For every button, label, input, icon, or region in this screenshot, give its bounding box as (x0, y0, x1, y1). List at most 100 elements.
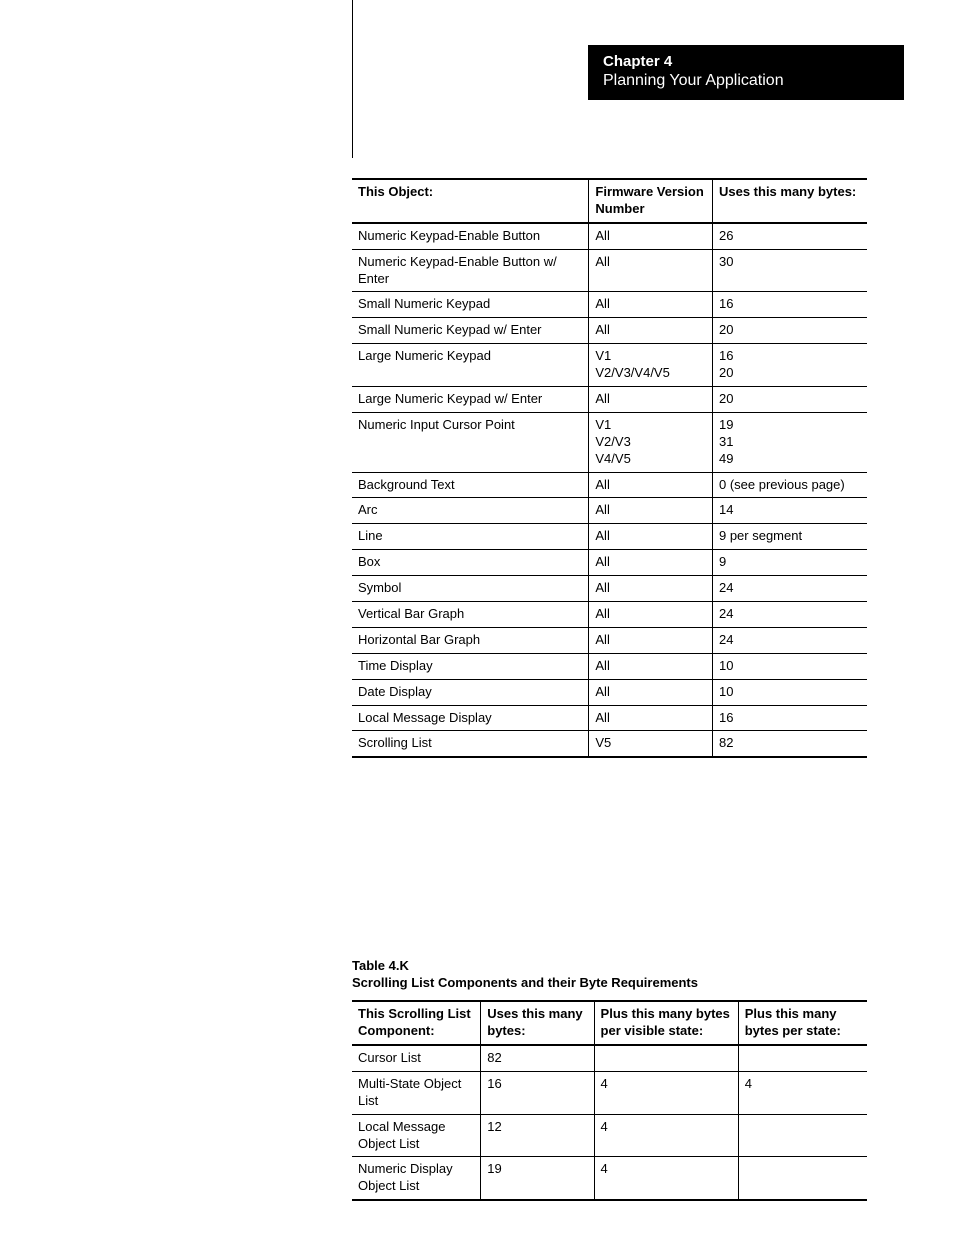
cell-firmware: All (589, 653, 713, 679)
cell-bytes: 82 (712, 731, 867, 757)
cell-component: Numeric Display Object List (352, 1157, 481, 1200)
scrolling-list-table: This Scrolling List Component: Uses this… (352, 1000, 867, 1201)
cell-per-state (738, 1114, 867, 1157)
table-header-row: This Scrolling List Component: Uses this… (352, 1001, 867, 1045)
cell-firmware: V5 (589, 731, 713, 757)
table-row: Small Numeric Keypad w/ EnterAll20 (352, 318, 867, 344)
cell-firmware: All (589, 249, 713, 292)
cell-bytes: 9 per segment (712, 524, 867, 550)
table-row: Time DisplayAll10 (352, 653, 867, 679)
cell-object: Time Display (352, 653, 589, 679)
cell-bytes: 16 (712, 705, 867, 731)
table-row: Numeric Keypad-Enable Button w/ EnterAll… (352, 249, 867, 292)
table-4k-heading: Table 4.K Scrolling List Components and … (352, 958, 867, 992)
cell-object: Large Numeric Keypad (352, 344, 589, 387)
cell-bytes: 10 (712, 679, 867, 705)
cell-bytes: 24 (712, 576, 867, 602)
cell-object: Numeric Keypad-Enable Button w/ Enter (352, 249, 589, 292)
cell-firmware: All (589, 550, 713, 576)
cell-object: Numeric Keypad-Enable Button (352, 223, 589, 249)
cell-firmware: V1V2/V3V4/V5 (589, 412, 713, 472)
table-row: SymbolAll24 (352, 576, 867, 602)
cell-component: Cursor List (352, 1045, 481, 1071)
table-4k-section: Table 4.K Scrolling List Components and … (352, 958, 867, 1201)
cell-firmware: V1V2/V3/V4/V5 (589, 344, 713, 387)
col-header-bytes: Uses this many bytes: (712, 179, 867, 223)
vertical-rule (352, 0, 353, 158)
cell-visible-state (594, 1045, 738, 1071)
table-header-row: This Object: Firmware Version Number Use… (352, 179, 867, 223)
cell-firmware: All (589, 524, 713, 550)
table-row: BoxAll9 (352, 550, 867, 576)
cell-firmware: All (589, 602, 713, 628)
cell-object: Box (352, 550, 589, 576)
cell-object: Horizontal Bar Graph (352, 627, 589, 653)
cell-bytes: 16 (481, 1071, 594, 1114)
cell-firmware: All (589, 223, 713, 249)
cell-object: Large Numeric Keypad w/ Enter (352, 387, 589, 413)
cell-bytes: 12 (481, 1114, 594, 1157)
cell-firmware: All (589, 679, 713, 705)
cell-firmware: All (589, 627, 713, 653)
chapter-number: Chapter 4 (603, 53, 904, 71)
col-header-object: This Object: (352, 179, 589, 223)
chapter-subtitle: Planning Your Application (603, 71, 904, 92)
table-row: Local Message DisplayAll16 (352, 705, 867, 731)
cell-object: Date Display (352, 679, 589, 705)
table-row: Numeric Keypad-Enable ButtonAll26 (352, 223, 867, 249)
page-content: This Object: Firmware Version Number Use… (352, 178, 867, 1201)
cell-object: Symbol (352, 576, 589, 602)
table-row: ArcAll14 (352, 498, 867, 524)
table-row: Cursor List82 (352, 1045, 867, 1071)
cell-object: Numeric Input Cursor Point (352, 412, 589, 472)
cell-bytes: 20 (712, 387, 867, 413)
cell-bytes: 26 (712, 223, 867, 249)
cell-visible-state: 4 (594, 1157, 738, 1200)
cell-bytes: 30 (712, 249, 867, 292)
cell-firmware: All (589, 387, 713, 413)
table-row: Large Numeric KeypadV1V2/V3/V4/V51620 (352, 344, 867, 387)
col-header-firmware: Firmware Version Number (589, 179, 713, 223)
cell-bytes: 9 (712, 550, 867, 576)
cell-firmware: All (589, 705, 713, 731)
cell-bytes: 1620 (712, 344, 867, 387)
cell-bytes: 0 (see previous page) (712, 472, 867, 498)
table-row: Large Numeric Keypad w/ EnterAll20 (352, 387, 867, 413)
cell-bytes: 19 (481, 1157, 594, 1200)
cell-bytes: 82 (481, 1045, 594, 1071)
cell-firmware: All (589, 318, 713, 344)
table-row: Horizontal Bar GraphAll24 (352, 627, 867, 653)
table-row: Local Message Object List124 (352, 1114, 867, 1157)
table-title: Scrolling List Components and their Byte… (352, 975, 867, 992)
cell-visible-state: 4 (594, 1071, 738, 1114)
table-row: Small Numeric KeypadAll16 (352, 292, 867, 318)
table-row: Numeric Display Object List194 (352, 1157, 867, 1200)
table-row: Numeric Input Cursor PointV1V2/V3V4/V519… (352, 412, 867, 472)
col-header-component: This Scrolling List Component: (352, 1001, 481, 1045)
cell-firmware: All (589, 576, 713, 602)
cell-object: Scrolling List (352, 731, 589, 757)
table-row: Date DisplayAll10 (352, 679, 867, 705)
cell-component: Multi-State Object List (352, 1071, 481, 1114)
cell-object: Small Numeric Keypad w/ Enter (352, 318, 589, 344)
objects-byte-table: This Object: Firmware Version Number Use… (352, 178, 867, 758)
cell-bytes: 10 (712, 653, 867, 679)
cell-object: Line (352, 524, 589, 550)
cell-object: Arc (352, 498, 589, 524)
cell-object: Vertical Bar Graph (352, 602, 589, 628)
cell-object: Local Message Display (352, 705, 589, 731)
col-header-visible-state: Plus this many bytes per visible state: (594, 1001, 738, 1045)
cell-object: Small Numeric Keypad (352, 292, 589, 318)
cell-firmware: All (589, 498, 713, 524)
col-header-bytes: Uses this many bytes: (481, 1001, 594, 1045)
cell-bytes: 16 (712, 292, 867, 318)
cell-per-state (738, 1157, 867, 1200)
cell-bytes: 24 (712, 627, 867, 653)
cell-firmware: All (589, 292, 713, 318)
cell-visible-state: 4 (594, 1114, 738, 1157)
table-row: LineAll9 per segment (352, 524, 867, 550)
table-row: Scrolling ListV582 (352, 731, 867, 757)
cell-bytes: 20 (712, 318, 867, 344)
chapter-header: Chapter 4 Planning Your Application (588, 45, 904, 100)
cell-component: Local Message Object List (352, 1114, 481, 1157)
